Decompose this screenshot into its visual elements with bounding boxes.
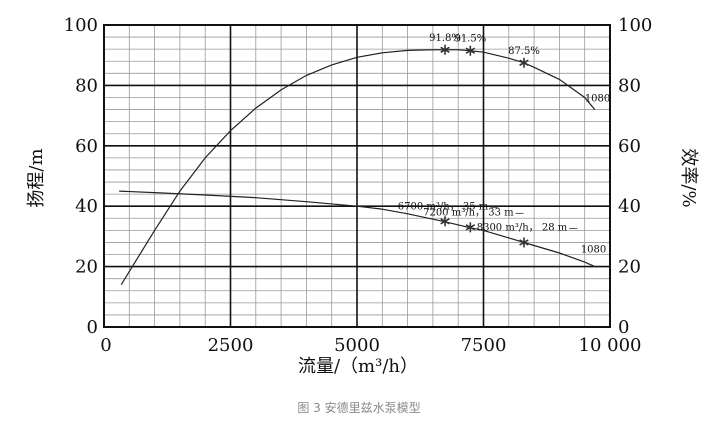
efficiency-curve-end-label: 1080: [585, 94, 610, 105]
y-left-tick-label: 20: [75, 257, 98, 278]
head-point-label: 8300 m³/h， 28 m: [477, 222, 568, 233]
y-left-tick-label: 80: [75, 75, 98, 96]
y-right-tick-label: 0: [618, 317, 629, 338]
efficiency-point-label: 87.5%: [508, 46, 540, 57]
y-right-tick-label: 100: [618, 15, 652, 36]
y-right-axis-title: 效率/%: [678, 148, 699, 207]
marker-stroke: [440, 46, 450, 53]
pump-performance-chart: 0 2500 5000 7500 10 000 0 20 40 60 80 10…: [26, 15, 699, 377]
head-point-label: 7200 m³/h， 33 m: [423, 207, 514, 218]
head-curve: [119, 190, 596, 268]
marker-stroke: [519, 59, 529, 66]
head-point-label: 6700 m³/h， 35 m: [398, 201, 489, 212]
marker-stroke: [465, 224, 476, 231]
y-right-tick-label: 40: [618, 196, 641, 217]
x-tick-label: 2500: [208, 335, 254, 356]
marker-stroke: [519, 239, 529, 246]
asterisk-marker: [519, 57, 529, 68]
asterisk-marker: [465, 222, 476, 233]
asterisk-marker: [440, 44, 450, 55]
y-left-axis-title: 扬程/m: [26, 148, 47, 207]
grid-major-lines: [104, 25, 610, 327]
operating-point-markers: [440, 44, 529, 248]
plot-frame: [103, 24, 611, 328]
marker-stroke: [465, 47, 476, 54]
y-right-tick-label: 20: [618, 257, 641, 278]
y-right-tick-label: 60: [618, 136, 641, 157]
y-left-tick-label: 0: [87, 317, 98, 338]
figure-caption: 图 3 安德里兹水泵模型: [297, 401, 421, 415]
head-curve-end-label: 1080: [581, 245, 606, 256]
y-right-tick-label: 80: [618, 75, 641, 96]
y-left-tick-label: 40: [75, 196, 98, 217]
axis-ticks: 0 2500 5000 7500 10 000 0 20 40 60 80 10…: [64, 15, 653, 356]
efficiency-point-label: 91.8%: [429, 33, 461, 44]
x-tick-label: 7500: [461, 335, 507, 356]
y-left-tick-label: 60: [75, 136, 98, 157]
annotation-leader-lines: [490, 206, 578, 229]
y-left-tick-label: 100: [64, 15, 98, 36]
marker-stroke: [440, 218, 450, 225]
x-tick-label: 10 000: [579, 335, 642, 356]
asterisk-marker: [440, 216, 450, 227]
x-tick-label: 0: [100, 335, 111, 356]
asterisk-marker: [519, 237, 529, 248]
x-tick-label: 5000: [334, 335, 380, 356]
asterisk-marker: [465, 45, 476, 56]
efficiency-point-label: 91.5%: [454, 34, 486, 45]
x-axis-title: 流量/（m³/h）: [298, 356, 418, 377]
